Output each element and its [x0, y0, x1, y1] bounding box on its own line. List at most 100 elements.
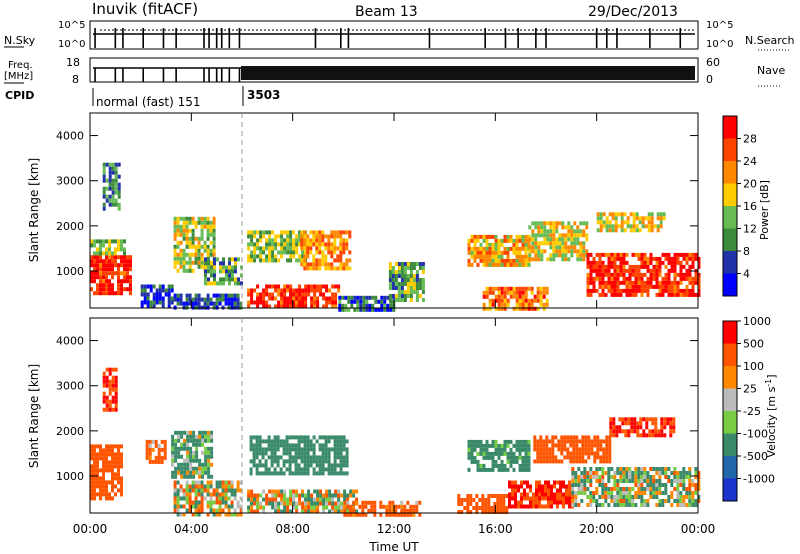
- heatmap-cell-vel-r4: [215, 496, 219, 501]
- heatmap-cell-power-r0: [117, 283, 120, 288]
- heatmap-cell-vel-r6: [285, 467, 289, 472]
- heatmap-cell-vel-r9: [484, 506, 488, 510]
- heatmap-cell-power-r15: [640, 288, 644, 293]
- heatmap-cell-power-r6: [237, 277, 240, 282]
- heatmap-cell-vel-r4: [173, 508, 177, 513]
- heatmap-cell-vel-r6: [312, 451, 316, 456]
- colorbar-tick-label-vel-1: -500: [743, 450, 768, 463]
- heatmap-cell-vel-r11: [533, 443, 537, 448]
- heatmap-cell-vel-r12: [571, 491, 575, 495]
- heatmap-cell-power-r14: [528, 249, 532, 254]
- heatmap-cell-power-r15: [631, 264, 635, 269]
- heatmap-cell-vel-r12: [679, 499, 683, 503]
- heatmap-cell-vel-r6: [276, 455, 280, 460]
- heatmap-cell-power-r4: [182, 264, 186, 269]
- heatmap-cell-power-r8: [295, 238, 299, 243]
- heatmap-cell-vel-r12: [688, 467, 692, 471]
- heatmap-cell-vel-r5: [319, 497, 323, 502]
- heatmap-cell-power-r4: [212, 216, 216, 221]
- heatmap-cell-vel-r6: [294, 447, 298, 452]
- heatmap-cell-vel-r7: [358, 504, 362, 509]
- heatmap-cell-vel-r12: [571, 483, 575, 487]
- heatmap-cell-power-r11: [400, 278, 404, 282]
- heatmap-cell-power-r12: [524, 262, 528, 267]
- heatmap-cell-vel-r8: [500, 459, 504, 464]
- heatmap-cell-vel-r12: [592, 475, 596, 479]
- heatmap-cell-vel-r6: [252, 435, 256, 440]
- heatmap-cell-vel-r7: [343, 512, 347, 517]
- heatmap-cell-vel-r12: [646, 479, 650, 483]
- heatmap-cell-vel-r12: [589, 499, 593, 503]
- heatmap-cell-power-r11: [400, 290, 404, 294]
- heatmap-cell-vel-r6: [306, 451, 310, 456]
- heatmap-cell-power-r11: [406, 262, 410, 266]
- heatmap-cell-power-r13: [497, 302, 501, 307]
- heatmap-cell-vel-r0: [114, 464, 117, 469]
- heatmap-cell-power-r15: [655, 264, 659, 269]
- heatmap-cell-vel-r13: [666, 417, 670, 422]
- heatmap-cell-power-r4: [182, 216, 186, 221]
- heatmap-cell-vel-r0: [102, 468, 105, 473]
- heatmap-cell-vel-r12: [679, 503, 683, 507]
- heatmap-cell-power-r12: [473, 258, 477, 263]
- heatmap-cell-vel-r6: [300, 451, 304, 456]
- heatmap-cell-power-r15: [649, 252, 653, 257]
- heatmap-cell-power-r16: [608, 220, 612, 225]
- heatmap-cell-power-r12: [509, 262, 513, 267]
- heatmap-cell-power-r8: [250, 258, 254, 263]
- heatmap-cell-power-r11: [388, 286, 392, 290]
- heatmap-cell-power-r12: [503, 250, 507, 255]
- heatmap-cell-power-r5: [173, 293, 177, 298]
- heatmap-cell-power-r12: [488, 262, 492, 267]
- heatmap-cell-vel-r11: [572, 447, 576, 452]
- heatmap-cell-vel-r6: [315, 459, 319, 464]
- heatmap-cell-vel-r10: [559, 496, 562, 501]
- heatmap-cell-power-r14: [558, 233, 562, 238]
- heatmap-cell-vel-r13: [609, 433, 613, 438]
- heatmap-cell-power-r3: [164, 288, 168, 293]
- heatmap-cell-vel-r12: [688, 503, 692, 507]
- heatmap-cell-vel-r6: [270, 439, 274, 444]
- heatmap-cell-vel-r4: [188, 492, 192, 497]
- colorbar-swatch-vel-2: [723, 433, 737, 456]
- heatmap-cell-power-r9: [333, 238, 337, 243]
- heatmap-cell-power-r9: [339, 266, 343, 271]
- heatmap-cell-vel-r8: [485, 455, 489, 460]
- heatmap-cell-power-r14: [561, 233, 565, 238]
- heatmap-cell-power-r9: [345, 230, 349, 235]
- heatmap-cell-power-r14: [582, 257, 586, 262]
- heatmap-cell-power-r10: [359, 303, 363, 308]
- heatmap-cell-vel-r5: [286, 509, 290, 514]
- heatmap-cell-vel-r5: [247, 493, 251, 498]
- heatmap-cell-power-r7: [313, 300, 317, 305]
- heatmap-cell-power-r8: [265, 258, 269, 263]
- heatmap-cell-vel-r13: [660, 433, 664, 438]
- heatmap-cell-power-r15: [697, 284, 701, 289]
- summary-spikes: [94, 28, 682, 82]
- heatmap-cell-power-r5: [194, 293, 198, 298]
- heatmap-cell-vel-r4: [230, 488, 234, 493]
- heatmap-cell-power-r16: [599, 216, 603, 221]
- heatmap-cell-vel-r3: [204, 434, 208, 439]
- heatmap-cell-power-r16: [641, 220, 645, 225]
- heatmap-cell-vel-r11: [536, 447, 540, 452]
- heatmap-cell-power-r15: [661, 288, 665, 293]
- heatmap-cell-power-r13: [530, 302, 534, 307]
- heatmap-cell-vel-r12: [694, 471, 698, 475]
- heatmap-cell-power-r14: [540, 257, 544, 262]
- heatmap-cell-power-r0: [117, 279, 120, 284]
- heatmap-cell-power-r4: [194, 248, 198, 253]
- heatmap-cell-vel-r9: [457, 502, 461, 506]
- heatmap-cell-vel-r13: [609, 421, 613, 426]
- heatmap-cell-power-r0: [126, 271, 129, 276]
- heatmap-cell-vel-r11: [572, 443, 576, 448]
- heatmap-cell-vel-r10: [517, 484, 520, 489]
- heatmap-cell-power-r7: [265, 304, 269, 309]
- heatmap-cell-power-r14: [537, 241, 541, 246]
- colorbar-swatch-vel-7: [723, 321, 737, 344]
- heatmap-cell-power-r7: [304, 288, 308, 293]
- heatmap-cell-vel-r12: [610, 467, 614, 471]
- heatmap-cell-power-r7: [271, 296, 275, 301]
- heatmap-cell-vel-r1: [108, 383, 112, 388]
- heatmap-cell-power-r12: [476, 234, 480, 239]
